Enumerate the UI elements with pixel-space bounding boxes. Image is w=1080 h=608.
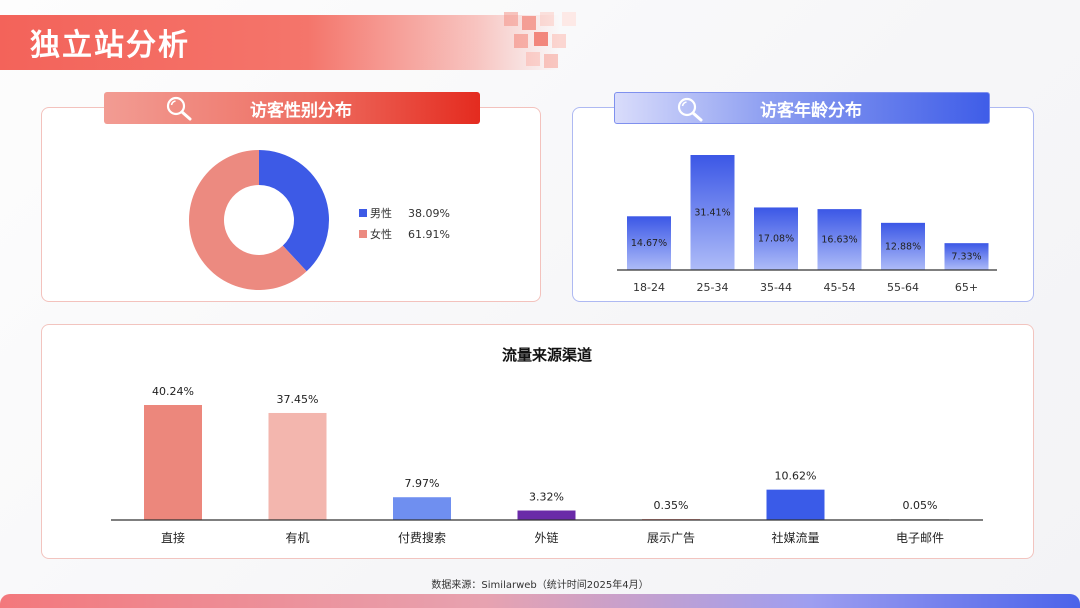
- gender-donut-chart: 男性 38.09% 女性 61.91%: [189, 150, 450, 290]
- age-bar: [690, 155, 735, 270]
- traffic-tick-label: 外链: [534, 530, 558, 545]
- age-bar: [627, 216, 671, 270]
- traffic-bar-label: 0.35%: [654, 499, 689, 512]
- traffic-tick-label: 展示广告: [647, 531, 695, 545]
- traffic-bar-label: 10.62%: [775, 470, 817, 483]
- age-bar: [817, 209, 862, 270]
- age-bar-chart: 14.67% 18-24 31.41% 25-34 17.08% 35-44 16.63% 4…: [617, 155, 997, 294]
- traffic-tick-label: 付费搜索: [398, 530, 446, 545]
- search-icon: [166, 96, 192, 121]
- legend-swatch: [359, 230, 367, 238]
- traffic-bar-chart: 流量来源渠道 40.24% 直接 37.45% 有机 7.97% 付费搜索 3.32% 外链 0.…: [111, 346, 983, 545]
- traffic-chart-title: 流量来源渠道: [502, 346, 592, 364]
- bottom-band: [0, 594, 1080, 608]
- age-bar-label: 7.33%: [951, 252, 981, 263]
- age-bar-label: 12.88%: [885, 241, 921, 252]
- age-section-header: 访客年龄分布: [614, 92, 990, 124]
- legend-swatch: [359, 209, 367, 217]
- traffic-bar: [268, 412, 327, 520]
- donut-slice-0: [259, 150, 329, 272]
- age-tick-label: 25-34: [697, 281, 729, 294]
- traffic-tick-label: 社媒流量: [771, 530, 819, 545]
- legend-label: 男性: [370, 206, 392, 220]
- traffic-bar: [766, 489, 825, 520]
- age-tick-label: 65+: [955, 281, 978, 294]
- age-bar-label: 17.08%: [758, 234, 794, 245]
- traffic-bar: [393, 497, 451, 520]
- legend-value: 38.09%: [408, 207, 450, 220]
- gender-section-title: 访客性别分布: [250, 100, 352, 121]
- title-band: [0, 15, 560, 70]
- traffic-bar: [144, 405, 202, 520]
- age-tick-label: 45-54: [824, 281, 856, 294]
- age-bar-label: 16.63%: [821, 235, 857, 246]
- age-bar: [754, 207, 798, 270]
- traffic-bar-label: 7.97%: [405, 477, 440, 490]
- traffic-bar-label: 37.45%: [277, 393, 319, 406]
- traffic-bar-label: 40.24%: [152, 385, 194, 398]
- age-tick-label: 55-64: [887, 281, 919, 294]
- gender-section-header: 访客性别分布: [104, 92, 480, 124]
- traffic-tick-label: 直接: [161, 530, 185, 545]
- legend-value: 61.91%: [408, 228, 450, 241]
- age-bar: [881, 222, 925, 270]
- age-tick-label: 18-24: [633, 281, 665, 294]
- traffic-bar-label: 3.32%: [529, 491, 564, 504]
- legend-label: 女性: [370, 227, 392, 241]
- age-tick-label: 35-44: [760, 281, 792, 294]
- age-bar-label: 31.41%: [694, 208, 730, 219]
- age-section-title: 访客年龄分布: [760, 100, 862, 121]
- traffic-bar-label: 0.05%: [903, 499, 938, 512]
- donut-slice-1: [189, 150, 307, 290]
- traffic-tick-label: 电子邮件: [896, 531, 944, 545]
- traffic-bar: [517, 510, 576, 520]
- age-bar: [944, 243, 989, 270]
- page-title: 独立站分析: [30, 28, 190, 63]
- traffic-tick-label: 有机: [285, 531, 309, 545]
- source-note: 数据来源：Similarweb（统计时间2025年4月）: [431, 580, 649, 591]
- search-icon: [677, 97, 703, 122]
- age-bar-label: 14.67%: [631, 238, 667, 249]
